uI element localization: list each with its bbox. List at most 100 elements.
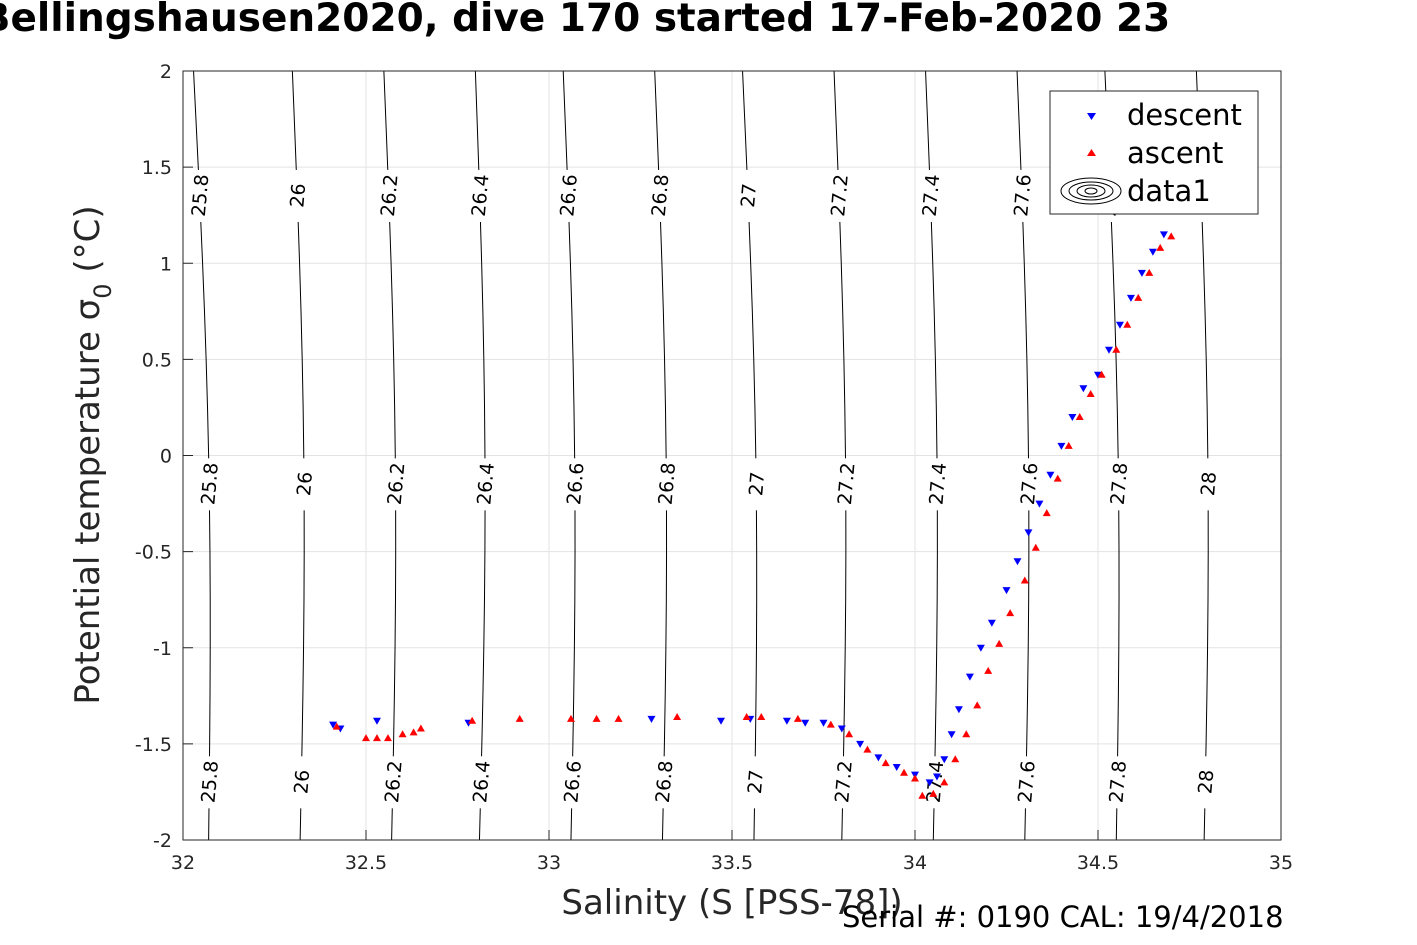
isopycnal-label: 26.8 bbox=[655, 462, 681, 506]
ascent-marker bbox=[984, 666, 993, 674]
chart-title: 8 Bellingshausen2020, dive 170 started 1… bbox=[0, 0, 1171, 41]
isopycnal-label: 26.2 bbox=[381, 760, 407, 804]
isopycnal-label-bg bbox=[468, 169, 491, 222]
ascent-marker bbox=[468, 716, 477, 724]
descent-marker bbox=[1148, 248, 1157, 256]
isopycnal-label-bg bbox=[1017, 458, 1040, 511]
ascent-marker bbox=[1020, 576, 1029, 584]
isopycnal-label: 25.8 bbox=[188, 173, 214, 217]
isopycnal-label-bg bbox=[377, 169, 400, 222]
isopycnal-label-bg bbox=[737, 169, 760, 222]
legend-data1-contour-icon bbox=[1060, 177, 1122, 205]
y-tick-label: 1 bbox=[160, 253, 172, 275]
ascent-marker bbox=[962, 730, 971, 738]
ascent-marker bbox=[1031, 543, 1040, 551]
isopycnal-label-bg bbox=[926, 458, 949, 511]
isopycnal-label-bg bbox=[919, 169, 942, 222]
ascent-marker bbox=[793, 714, 802, 722]
isopycnal-label: 26 bbox=[293, 471, 317, 497]
ascent-marker bbox=[1134, 293, 1143, 301]
descent-marker bbox=[1035, 500, 1044, 508]
isopycnal-label-bg bbox=[1010, 169, 1033, 222]
y-tick-label: 0 bbox=[160, 446, 172, 468]
isopycnal-label: 27 bbox=[744, 769, 768, 795]
density-contours: 25.8 25.8 25.8 26 26 26 26.2 26.2 26.2 26.4 26.4 26… bbox=[188, 70, 1221, 841]
ascent-marker bbox=[742, 712, 751, 720]
descent-marker bbox=[717, 717, 726, 725]
isopycnal-label: 26.4 bbox=[473, 462, 499, 506]
isopycnal-label-bg bbox=[293, 458, 316, 511]
ascent-marker bbox=[1053, 474, 1062, 482]
ascent-marker bbox=[1006, 609, 1015, 617]
ascent-marker bbox=[673, 712, 682, 720]
ascent-marker bbox=[940, 778, 949, 786]
ascent-marker bbox=[515, 714, 524, 722]
y-axis-label-subscript: 0 bbox=[89, 283, 117, 298]
x-tick-label: 32 bbox=[171, 852, 195, 874]
descent-marker bbox=[856, 740, 865, 748]
descent-marker bbox=[976, 644, 985, 652]
legend-ascent-label: ascent bbox=[1127, 136, 1223, 170]
ascent-marker bbox=[372, 734, 381, 742]
ascent-marker bbox=[911, 774, 919, 782]
x-axis-label: Salinity (S [PSS-78]) bbox=[561, 883, 902, 923]
descent-marker bbox=[782, 717, 791, 725]
legend-descent-marker bbox=[1087, 113, 1096, 120]
isopycnal-label: 26.2 bbox=[377, 173, 403, 217]
descent-marker bbox=[940, 756, 949, 764]
isopycnal-label-bg bbox=[834, 458, 857, 511]
isopycnal-label: 27 bbox=[745, 471, 769, 497]
ascent-marker bbox=[614, 714, 623, 722]
isopycnal-label: 26.8 bbox=[648, 173, 674, 217]
legend-box bbox=[1049, 90, 1259, 215]
y-tick-label: -0.5 bbox=[135, 542, 172, 564]
y-tick-label: -2 bbox=[153, 830, 172, 852]
isopycnal-label: 26.4 bbox=[469, 760, 495, 804]
isopycnal-label-bg bbox=[198, 458, 221, 511]
descent-marker bbox=[1079, 385, 1088, 393]
isopycnal-label-bg bbox=[1197, 458, 1220, 511]
y-tick-label: 0.5 bbox=[142, 349, 172, 371]
isopycnal-label-bg bbox=[1014, 756, 1037, 809]
isopycnal-label-bg bbox=[474, 458, 497, 511]
legend: descent ascent data1 bbox=[1049, 90, 1259, 215]
isopycnal-label: 27.6 bbox=[1014, 760, 1040, 804]
descent-marker bbox=[947, 731, 956, 739]
serial-calibration-note: Serial #: 0190 CAL: 19/4/2018 bbox=[842, 900, 1284, 934]
x-tick-label: 34.5 bbox=[1077, 852, 1119, 874]
y-axis-label: Potential temperature σ0 (°C) bbox=[68, 205, 117, 704]
isopycnal-label: 27.2 bbox=[834, 462, 860, 506]
isopycnal-label: 27.4 bbox=[919, 173, 945, 217]
isopycnal-label: 26.4 bbox=[468, 173, 494, 217]
ascent-marker bbox=[900, 768, 909, 776]
descent-marker bbox=[819, 719, 828, 727]
isopycnal-label: 25.8 bbox=[197, 760, 223, 804]
isopycnal-label: 27 bbox=[737, 182, 761, 208]
ascent-marker bbox=[1064, 441, 1073, 449]
ascent-marker bbox=[757, 712, 766, 720]
descent-marker bbox=[1013, 558, 1022, 566]
isopycnal-label-bg bbox=[188, 169, 211, 222]
isopycnal-label-bg bbox=[827, 169, 850, 222]
ascent-marker bbox=[592, 714, 601, 722]
isopycnal-label-bg bbox=[1194, 756, 1217, 809]
isopycnal-label-bg bbox=[563, 458, 586, 511]
ascent-marker bbox=[1112, 345, 1121, 353]
isopycnal-label: 26 bbox=[290, 769, 314, 795]
ascent-marker bbox=[398, 730, 407, 738]
isopycnal-label-bg bbox=[1107, 458, 1130, 511]
isopycnal-label-bg bbox=[745, 458, 768, 511]
ascent-marker bbox=[1145, 268, 1154, 276]
ascent-marker bbox=[409, 728, 418, 736]
y-tick-label: -1 bbox=[153, 638, 172, 660]
descent-marker bbox=[954, 706, 963, 714]
descent-marker bbox=[932, 773, 941, 781]
descent-marker bbox=[892, 763, 901, 771]
descent-marker bbox=[1104, 346, 1113, 354]
data-points bbox=[329, 231, 1176, 799]
ascent-marker bbox=[362, 734, 370, 742]
ascent-marker bbox=[973, 701, 982, 709]
descent-marker bbox=[329, 721, 338, 729]
ascent-marker bbox=[929, 789, 938, 797]
x-tick-label: 35 bbox=[1269, 852, 1293, 874]
